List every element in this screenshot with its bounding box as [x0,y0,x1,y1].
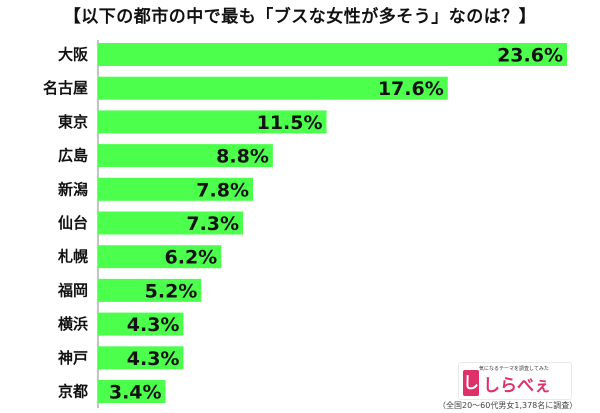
category-label-7: 札幌 [57,248,88,266]
value-label-2: 17.6% [378,78,444,100]
category-label-1: 大阪 [58,46,89,64]
value-label-6: 7.3% [186,213,239,235]
category-label-4: 広島 [58,147,88,165]
bar-5 [98,177,254,201]
category-label-3: 東京 [58,113,88,131]
logo-tagline: 気になるテーマを調査してみた [479,366,549,372]
logo-badge-icon: し [463,370,479,396]
bar-3 [98,110,327,134]
survey-note: （全国20〜60代男女1,378名に調査） [438,401,578,410]
bar-4 [98,144,273,168]
value-label-8: 5.2% [145,280,198,302]
shirabee-logo: 気になるテーマを調査してみた し しらべぇ [458,362,572,400]
bar-9 [98,312,184,336]
value-label-9: 4.3% [127,314,180,336]
category-label-2: 名古屋 [43,79,88,97]
category-label-5: 新潟 [58,180,88,198]
bar-11 [98,380,166,403]
category-label-9: 横浜 [58,315,88,333]
value-label-4: 8.8% [216,146,269,168]
bars-group: 大阪 23.6% 名古屋 17.6% 東京 11.5% 広島 8.8% 新潟 7.8% 仙台 7.3%… [43,43,567,404]
bar-8 [98,278,202,302]
bar-10 [98,346,184,370]
bar-7 [98,245,222,269]
logo-name: しらべぇ [483,376,551,396]
chart-title: 【以下の都市の中で最も「ブスな女性が多そう」なのは？】 [63,7,537,27]
value-label-3: 11.5% [257,112,323,134]
category-label-6: 仙台 [58,214,88,232]
value-label-1: 23.6% [497,45,563,67]
bar-6 [98,211,244,235]
bar-1 [98,43,567,66]
category-label-8: 福岡 [57,281,88,299]
value-label-10: 4.3% [127,348,180,370]
value-label-5: 7.8% [196,179,249,201]
value-label-11: 3.4% [109,382,162,404]
bar-2 [98,76,448,100]
value-label-7: 6.2% [165,247,218,269]
category-label-10: 神戸 [58,349,88,367]
category-label-11: 京都 [58,383,88,401]
